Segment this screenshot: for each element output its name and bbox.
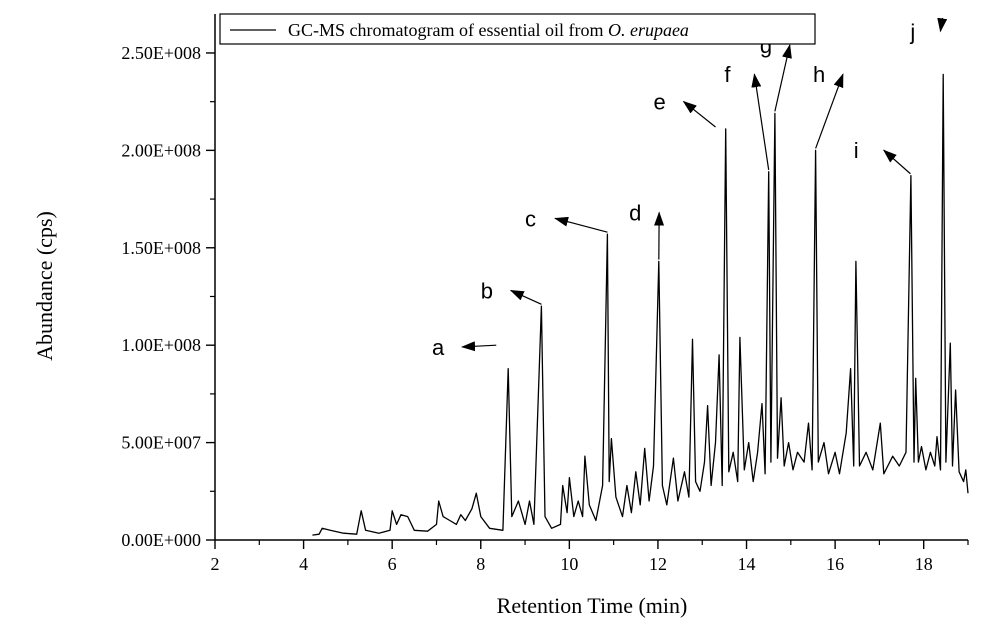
peak-annotation-b: b xyxy=(481,278,542,305)
legend-label: GC-MS chromatogram of essential oil from… xyxy=(288,20,689,40)
peak-arrow xyxy=(751,73,770,170)
peak-annotation-g: g xyxy=(760,33,792,112)
peak-annotation-c: c xyxy=(525,206,608,233)
peak-label: h xyxy=(813,62,825,87)
peak-arrow xyxy=(554,216,608,233)
peak-annotation-i: i xyxy=(854,138,911,175)
plot-area xyxy=(214,14,968,541)
y-tick-label: 1.50E+008 xyxy=(121,238,201,258)
y-tick-label: 0.00E+000 xyxy=(121,530,201,550)
y-axis: 0.00E+000 5.00E+007 1.00E+008 1.50E+008 2.00… xyxy=(121,43,215,550)
legend-box xyxy=(219,13,816,45)
peak-annotations: a b c d e f gh i j xyxy=(432,17,948,360)
y-tick-label: 2.00E+008 xyxy=(121,140,201,160)
y-tick-label: 5.00E+007 xyxy=(121,433,201,453)
x-tick-label: 4 xyxy=(299,554,308,574)
peak-label: e xyxy=(654,89,666,114)
x-tick-label: 2 xyxy=(211,554,220,574)
x-tick-label: 6 xyxy=(388,554,397,574)
y-tick-label: 1.00E+008 xyxy=(121,335,201,355)
peak-label: d xyxy=(629,201,641,226)
peak-label: c xyxy=(525,206,536,231)
peak-label: j xyxy=(909,19,915,44)
peak-arrow xyxy=(774,43,792,112)
peak-arrow xyxy=(937,17,948,33)
peak-annotation-f: f xyxy=(724,62,770,170)
peak-annotation-a: a xyxy=(432,335,497,360)
x-tick-label: 8 xyxy=(476,554,485,574)
peak-label: b xyxy=(481,278,493,303)
peak-arrow xyxy=(682,100,716,128)
x-tick-label: 18 xyxy=(915,554,933,574)
x-axis-title: Retention Time (min) xyxy=(497,593,688,618)
x-tick-label: 12 xyxy=(649,554,667,574)
legend: GC-MS chromatogram of essential oil from… xyxy=(219,13,816,45)
peak-annotation-d: d xyxy=(629,201,665,260)
x-tick-label: 16 xyxy=(826,554,844,574)
legend-label-species: O. erupaea xyxy=(608,20,689,40)
peak-annotation-h: h xyxy=(813,62,844,149)
peak-arrow xyxy=(461,341,497,352)
y-axis-title: Abundance (cps) xyxy=(32,211,57,361)
series-layer xyxy=(312,73,969,536)
peak-label: f xyxy=(724,62,731,87)
x-axis: 2 4 6 8 10 12 14 16 18 xyxy=(211,540,969,574)
y-tick-label: 2.50E+008 xyxy=(121,43,201,63)
peak-arrow xyxy=(882,149,911,175)
peak-arrow xyxy=(509,289,542,305)
x-tick-label: 14 xyxy=(738,554,756,574)
peak-label: i xyxy=(854,138,859,163)
legend-label-text: GC-MS chromatogram of essential oil from xyxy=(288,20,608,40)
peak-label: a xyxy=(432,335,445,360)
peak-annotation-j: j xyxy=(909,17,948,44)
x-tick-label: 10 xyxy=(560,554,578,574)
peak-annotation-e: e xyxy=(654,89,716,128)
peak-arrow xyxy=(815,73,844,149)
chromatogram-line xyxy=(312,73,969,536)
